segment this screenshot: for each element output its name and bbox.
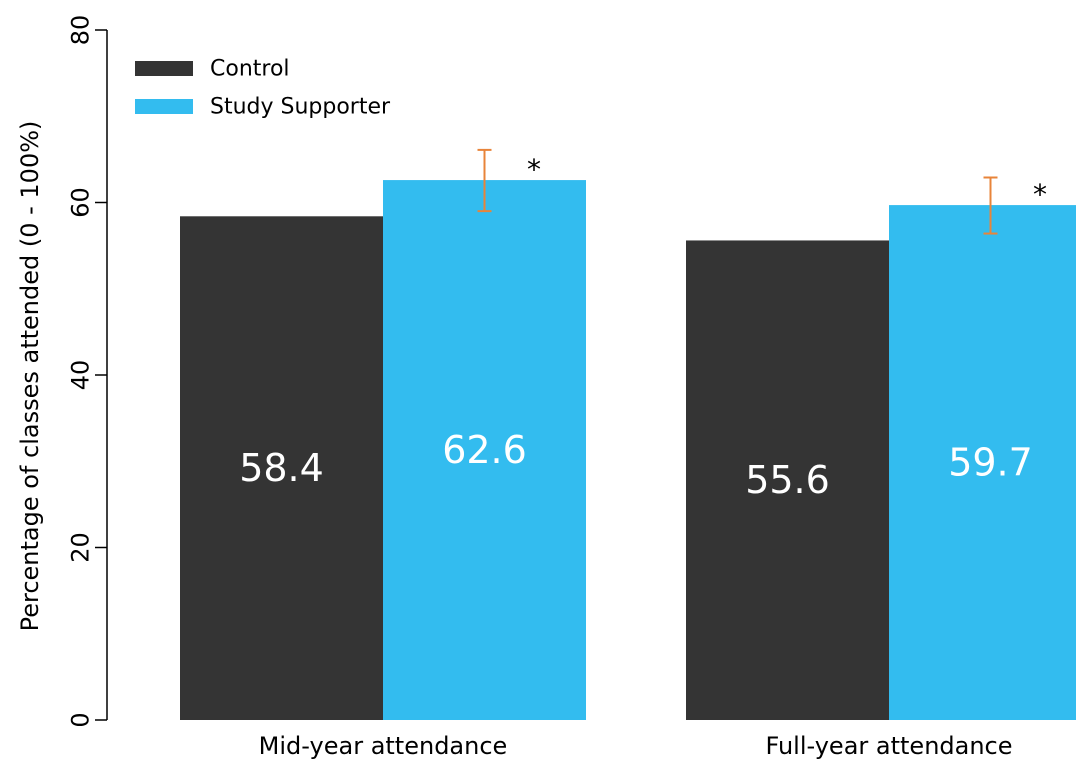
y-axis-label: Percentage of classes attended (0 - 100%… — [16, 121, 44, 632]
significance-marks: ** — [527, 153, 1047, 211]
bar-value-label: 58.4 — [239, 446, 324, 490]
bar-control-mid-year — [180, 216, 383, 721]
error-bars — [477, 148, 998, 235]
bar-value-label: 62.6 — [442, 428, 527, 472]
value-labels: 58.4 62.6 55.6 59.7 — [239, 428, 1033, 502]
legend-label: Control — [210, 57, 290, 82]
bar-study-supporter-full-year — [889, 205, 1076, 720]
bar-value-label: 59.7 — [948, 441, 1033, 485]
y-axis: 0 20 40 60 80 — [66, 15, 108, 728]
legend-swatch — [135, 61, 193, 76]
bar-study-supporter-mid-year — [383, 180, 586, 720]
legend: Control Study Supporter — [135, 57, 391, 120]
bars — [180, 180, 1076, 721]
y-tick-label: 20 — [66, 532, 94, 563]
y-tick-label: 0 — [66, 712, 94, 727]
significance-star: * — [1033, 178, 1047, 211]
y-tick-label: 40 — [66, 360, 94, 391]
x-category-label: Full-year attendance — [765, 732, 1012, 760]
legend-label: Study Supporter — [210, 95, 391, 120]
x-category-label: Mid-year attendance — [259, 732, 508, 760]
y-tick-label: 80 — [66, 15, 94, 46]
y-tick-label: 60 — [66, 187, 94, 218]
bar-value-label: 55.6 — [745, 458, 830, 502]
bar-control-full-year — [686, 240, 889, 720]
significance-star: * — [527, 153, 541, 186]
x-axis-labels: Mid-year attendance Full-year attendance — [259, 732, 1013, 760]
legend-swatch — [135, 99, 193, 114]
